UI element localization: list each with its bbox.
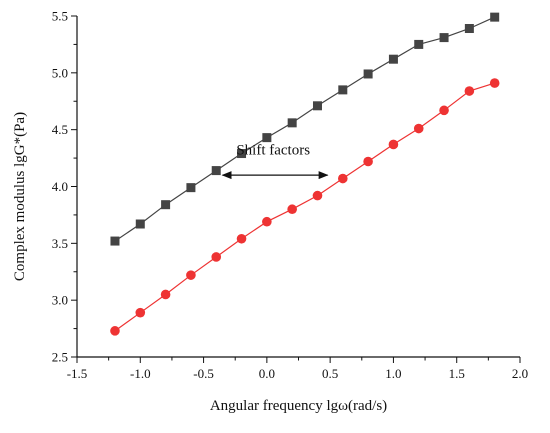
series-1-point [161,200,171,210]
series-1-point [287,118,297,128]
series-1-point [439,33,449,43]
series-1-point [237,149,247,159]
x-tick-label: 0.5 [322,366,338,381]
x-tick-label: 0.0 [259,366,275,381]
series-2-point [186,270,196,280]
x-axis-title: Angular frequency lgω(rad/s) [210,398,387,414]
shift-factors-label: Shift factors [236,143,310,159]
series-1-point [186,183,196,193]
series-1-point [388,54,398,64]
x-tick-label: -0.5 [193,366,214,381]
x-tick-label: 2.0 [512,366,528,381]
series-2-point [211,252,222,262]
series-2-point [464,86,475,96]
series-1-point [464,24,474,34]
series-1-point [338,85,348,95]
series-2-point [388,139,399,150]
x-tick-label: -1.0 [130,366,151,381]
series-1-point [262,133,272,143]
series-1-point [312,101,322,111]
plot-area: -1.5 -1.0 -0.5 0.0 0.5 1.0 1.5 2.0 2.5 3.0 3.5 4.0 4… [52,9,528,382]
series-2-line [114,82,495,332]
y-tick-label: 3.5 [52,236,68,251]
y-tick-label: 2.5 [52,350,68,365]
series-1-line [114,16,495,242]
x-tick-label: -1.5 [67,366,88,381]
series-2-point [363,156,373,167]
series-2-point [312,190,323,201]
y-axis-title: Complex modulus lgG*(Pa) [12,112,28,281]
y-tick-label: 4.0 [52,179,68,194]
series-1-point [211,166,221,176]
series-2-point [413,123,424,134]
y-tick-label: 5.0 [52,65,68,80]
x-tick-label: 1.0 [385,366,401,381]
series-2-point [135,307,146,318]
series-2-point [236,233,247,244]
series-1-point [363,69,373,79]
y-tick-label: 4.5 [52,122,68,137]
series-2-point [287,204,297,215]
series-2-point [338,173,348,184]
series-1-point [110,236,120,246]
y-tick-label: 3.0 [52,293,68,308]
series-1-point [490,12,500,22]
series-2-point [439,105,449,116]
series-2-point [262,216,272,227]
series-1-point [414,39,424,49]
y-tick-label: 5.5 [52,9,68,24]
series-2-point [110,326,120,336]
series-1-point [135,219,145,229]
series-2-point [489,78,500,88]
series-2-point [160,289,171,300]
x-tick-label: 1.5 [449,366,465,381]
